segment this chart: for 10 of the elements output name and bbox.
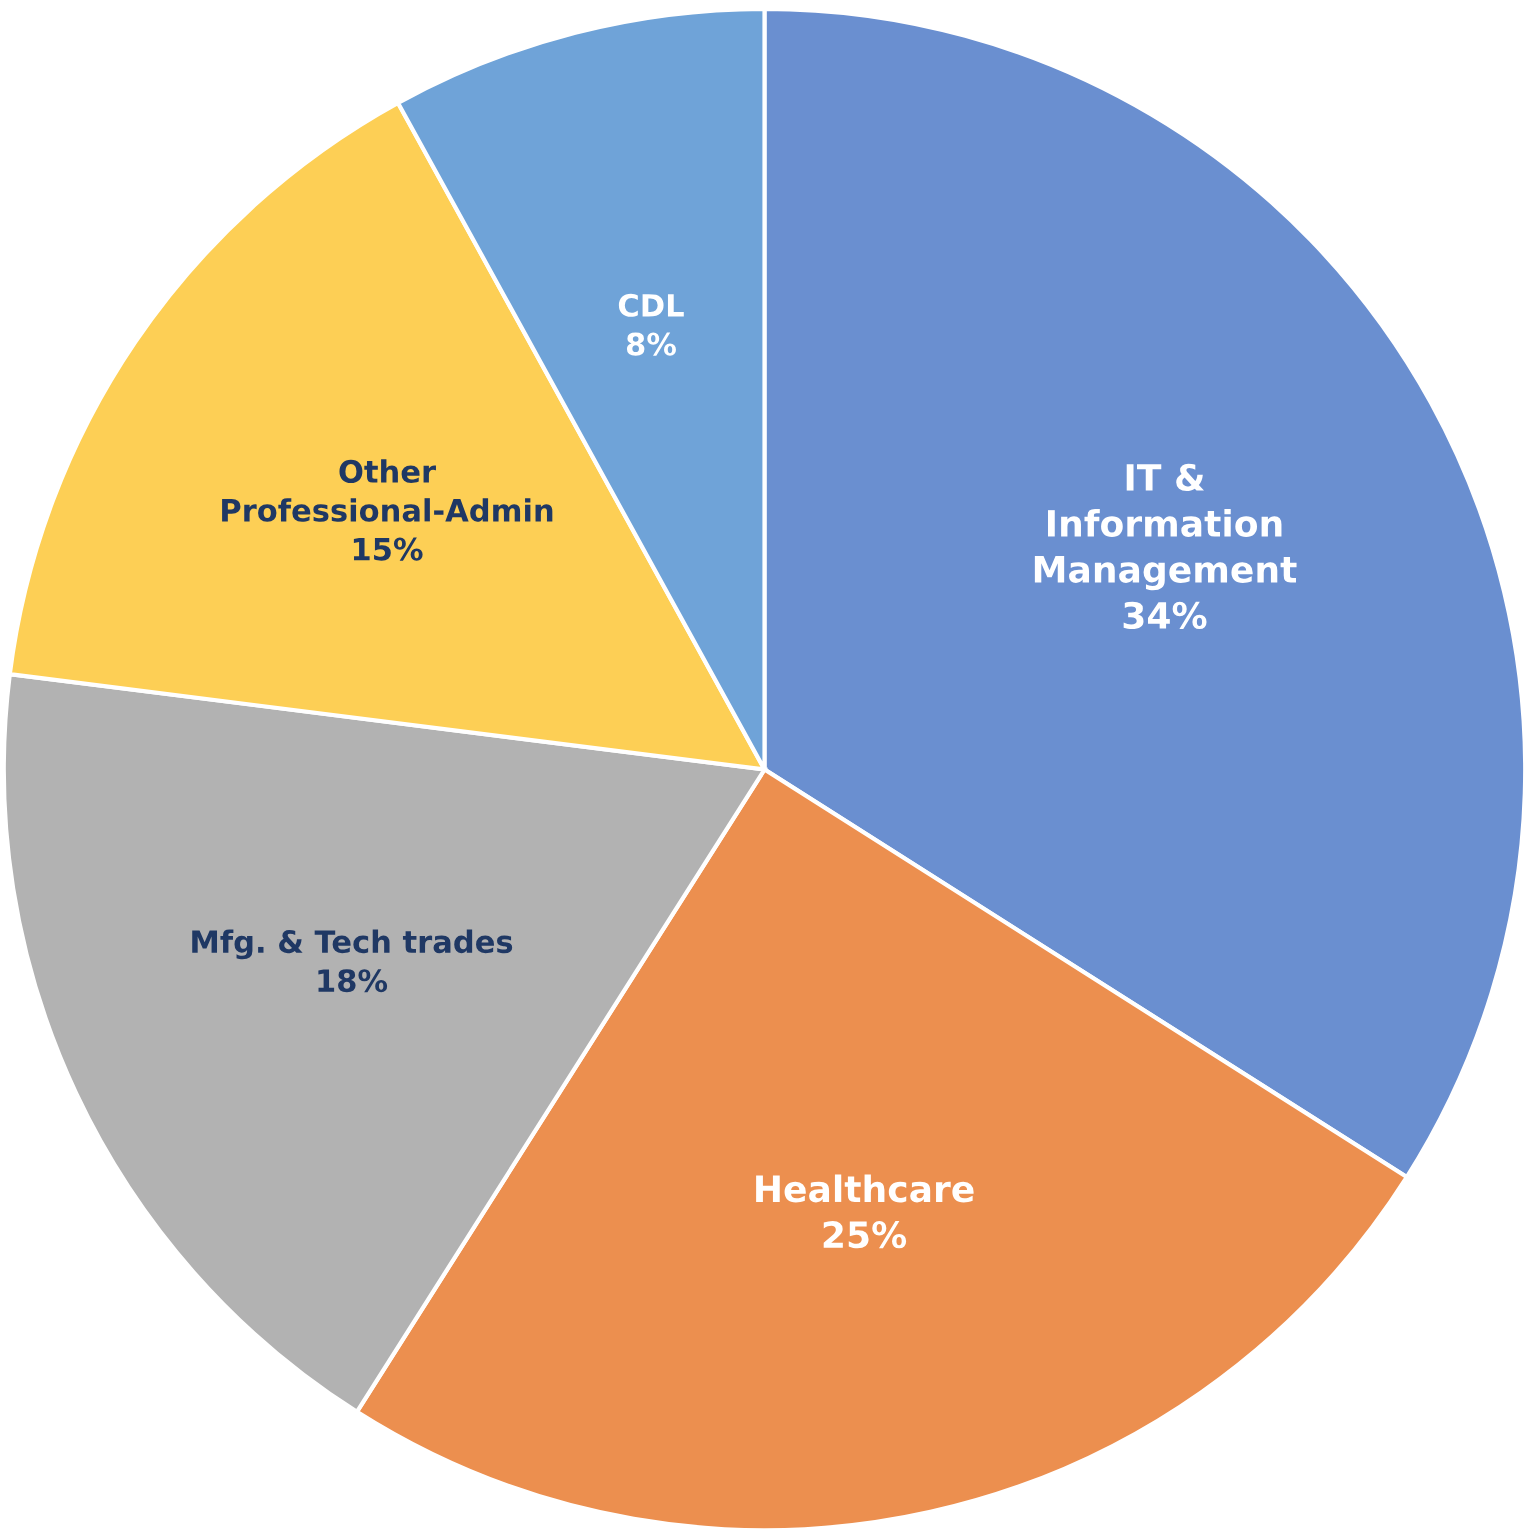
data-label: 25% [823,1221,907,1249]
data-label: 15% [353,537,423,561]
slice-label: IT & Information Management [1034,463,1297,591]
slice-label: Other Professional-Admin [222,459,553,522]
slice-label: Mfg. & Tech trades [192,929,513,960]
data-label: 34% [1123,601,1207,630]
data-label: 18% [318,969,388,993]
data-label: 8% [626,332,676,356]
slice-label: Healthcare [756,1174,974,1203]
slice-label: CDL [618,293,684,317]
